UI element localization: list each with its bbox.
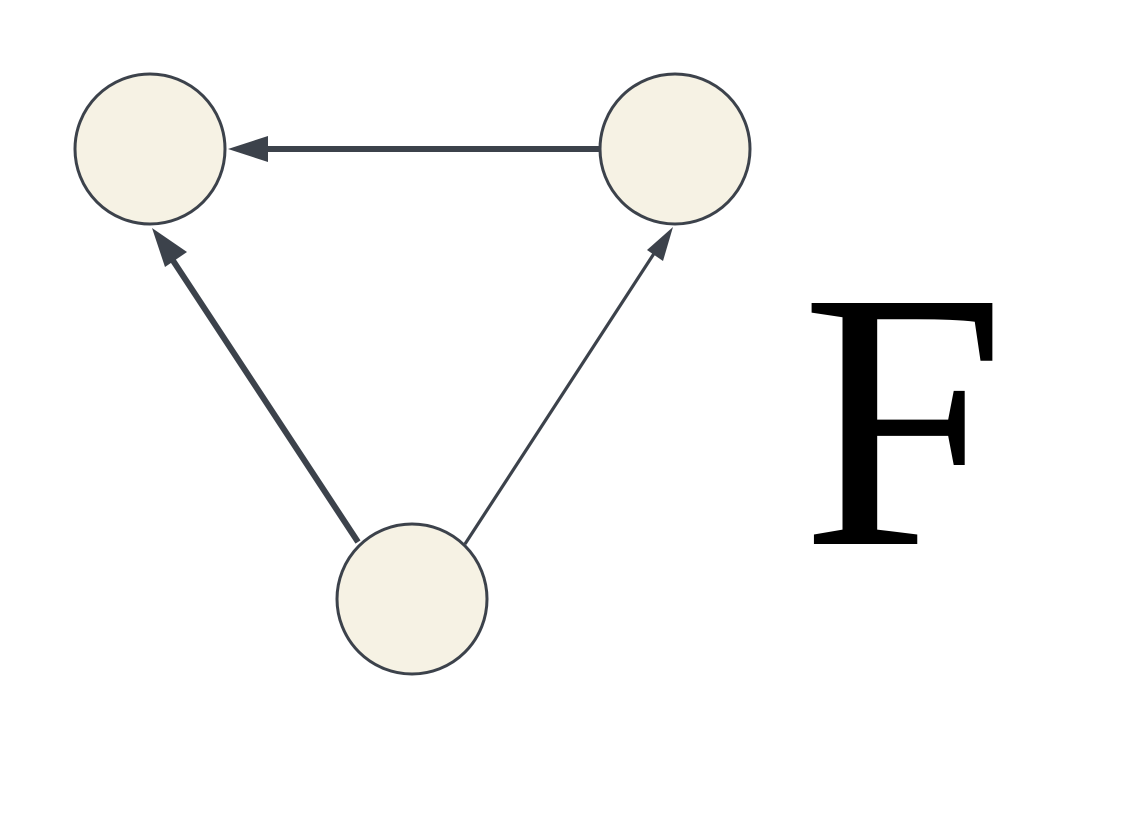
node-group [75,74,750,674]
edge-bottom-to-top-right [465,252,655,544]
node-top-left [75,74,225,224]
edge-bottom-to-top-left [168,253,358,542]
node-top-right [600,74,750,224]
arrowhead-top-left-from-bottom [152,228,187,267]
panel-label: F [801,216,1006,624]
arrowhead-top-left-from-right [228,136,268,162]
node-bottom [337,524,487,674]
edge-group [152,136,673,544]
